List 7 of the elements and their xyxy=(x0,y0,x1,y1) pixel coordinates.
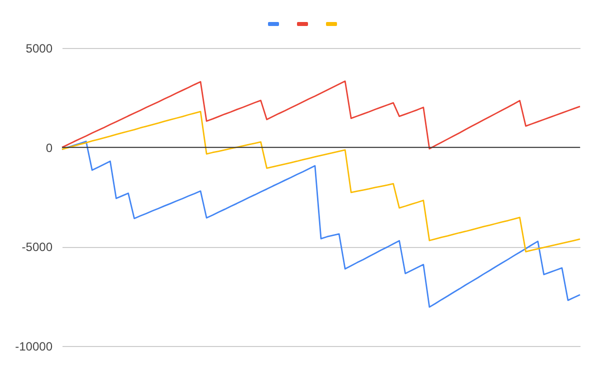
y-tick-label: -5000 xyxy=(22,240,53,254)
line-series xyxy=(61,140,581,308)
line-series xyxy=(61,80,581,150)
y-tick-label: -10000 xyxy=(15,340,53,354)
y-tick-label: 0 xyxy=(46,140,53,155)
line-series xyxy=(61,110,581,252)
y-tick-label: 5000 xyxy=(26,42,53,56)
